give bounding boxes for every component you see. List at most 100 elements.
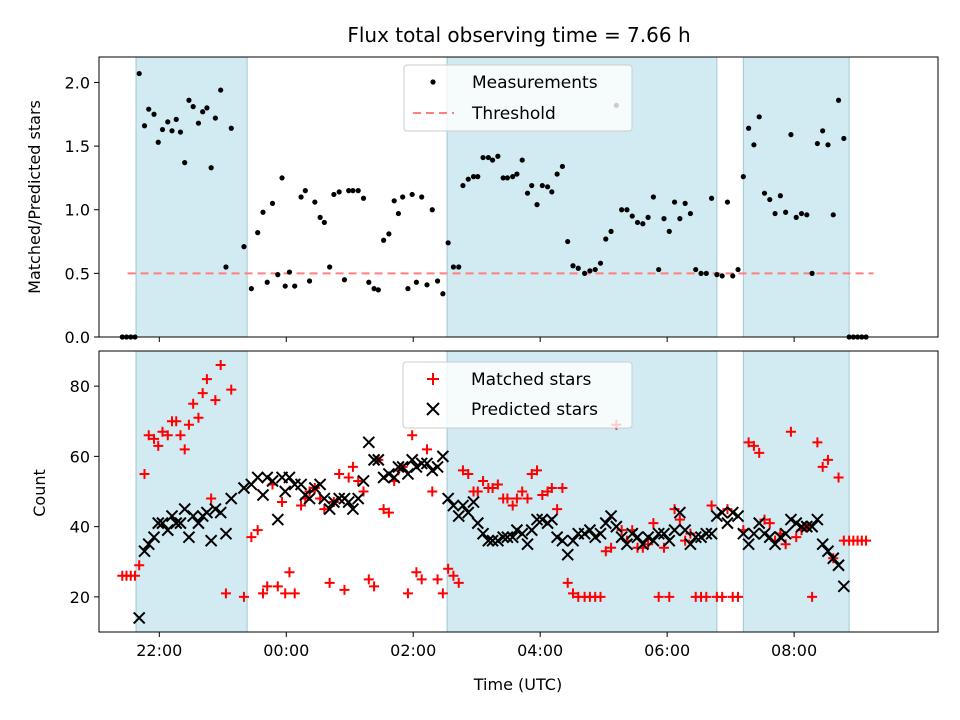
matched-star-point: [215, 360, 226, 371]
predicted-star-point: [256, 488, 270, 502]
matched-star-point: [171, 416, 182, 427]
legend-predicted-label: Predicted stars: [471, 400, 598, 420]
measurement-point: [413, 279, 420, 285]
matched-star-point: [179, 444, 190, 455]
predicted-star-point: [694, 530, 708, 544]
predicted-star-point: [678, 523, 692, 537]
predicted-star-point: [684, 537, 697, 551]
measurement-point: [371, 286, 377, 292]
matched-star-point: [600, 546, 611, 557]
measurement-point: [409, 191, 415, 198]
predicted-star-point: [710, 509, 724, 523]
predicted-star-point: [251, 471, 264, 484]
measurement-point: [514, 171, 520, 177]
predicted-star-point: [392, 460, 405, 474]
matched-star-point: [472, 486, 483, 497]
predicted-star-point: [742, 537, 755, 551]
measurement-point: [661, 216, 667, 222]
measurement-point: [687, 210, 694, 217]
measurement-point: [212, 115, 218, 121]
predicted-star-point: [476, 527, 490, 540]
matched-star-point: [701, 591, 712, 602]
predicted-star-point: [491, 534, 505, 547]
measurement-point: [544, 184, 551, 190]
matched-star-point: [437, 588, 448, 599]
measurement-point: [698, 270, 704, 276]
top-shaded-interval-2: [742, 56, 850, 338]
measurement-point: [565, 238, 571, 245]
predicted-star-point: [161, 523, 174, 537]
top-legend-box: [403, 64, 633, 132]
matched-star-point: [188, 398, 199, 409]
measurement-point: [248, 286, 254, 292]
matched-star-point: [595, 591, 606, 602]
measurement-point: [355, 188, 361, 194]
measurement-point: [656, 266, 662, 273]
measurement-point: [524, 190, 531, 196]
matched-star-point: [197, 388, 208, 399]
predicted-star-point: [352, 492, 365, 505]
matched-star-point: [537, 490, 548, 501]
measurements-series: [119, 70, 869, 340]
matched-star-point: [791, 532, 802, 543]
matched-star-point: [296, 500, 307, 511]
predicted-star-point: [415, 457, 428, 470]
matched-star-point: [289, 588, 300, 599]
matched-star-point: [427, 486, 438, 497]
measurement-point: [777, 193, 783, 199]
predicted-star-point: [705, 527, 718, 540]
bottom-legend-box: [402, 361, 633, 429]
measurement-point: [597, 260, 604, 266]
measurement-point: [450, 264, 457, 270]
measurement-point: [306, 278, 313, 284]
predicted-star-point: [156, 516, 169, 530]
predicted-star-point: [327, 495, 341, 509]
measurement-point: [264, 279, 270, 285]
matched-star-point: [817, 461, 828, 472]
predicted-star-point: [357, 474, 370, 488]
predicted-star-point: [583, 523, 597, 537]
measurement-point: [682, 200, 688, 206]
measurement-point: [529, 182, 535, 189]
measurement-point: [708, 195, 715, 201]
predicted-star-point: [774, 530, 787, 544]
measurement-point: [173, 116, 179, 122]
predicted-star-point: [132, 611, 146, 625]
predicted-star-point: [800, 520, 814, 533]
matched-star-point: [319, 504, 330, 515]
measurement-point: [703, 270, 709, 276]
measurement-point: [724, 199, 731, 205]
measurement-point: [391, 198, 397, 204]
measurement-point: [429, 207, 435, 213]
matched-star-point: [754, 447, 765, 458]
measurement-point: [200, 109, 206, 115]
measurement-point: [456, 264, 462, 270]
predicted-star-point: [261, 471, 274, 484]
measurement-point: [465, 176, 471, 182]
predicted-star-point: [138, 545, 151, 558]
predicted-star-point: [387, 471, 401, 484]
measurement-point: [814, 140, 820, 147]
top-shaded-interval-0: [135, 56, 248, 338]
matched-star-point: [487, 482, 498, 493]
predicted-star-point: [283, 471, 296, 484]
measurement-point: [327, 264, 333, 270]
matched-star-point: [502, 493, 513, 504]
matched-star-point: [334, 468, 345, 479]
x-tick-label: 02:00: [390, 641, 436, 660]
measurement-point: [405, 286, 411, 292]
top-y-ticks: 0.0 0.5 1.0 1.5 2.0: [65, 73, 99, 347]
matched-star-point: [257, 588, 268, 599]
measurement-point: [519, 157, 525, 163]
measurement-point: [470, 174, 477, 180]
measurement-point: [445, 240, 451, 246]
predicted-star-point: [647, 534, 660, 547]
predicted-star-point: [200, 506, 214, 519]
measurement-point: [809, 270, 815, 276]
predicted-star-point: [170, 516, 183, 530]
matched-star-point: [812, 437, 823, 448]
matched-star-point: [162, 430, 173, 441]
chart-title: Flux total observing time = 7.66 h: [347, 23, 690, 47]
x-tick-label: 22:00: [136, 641, 182, 660]
matched-star-point: [643, 539, 654, 550]
